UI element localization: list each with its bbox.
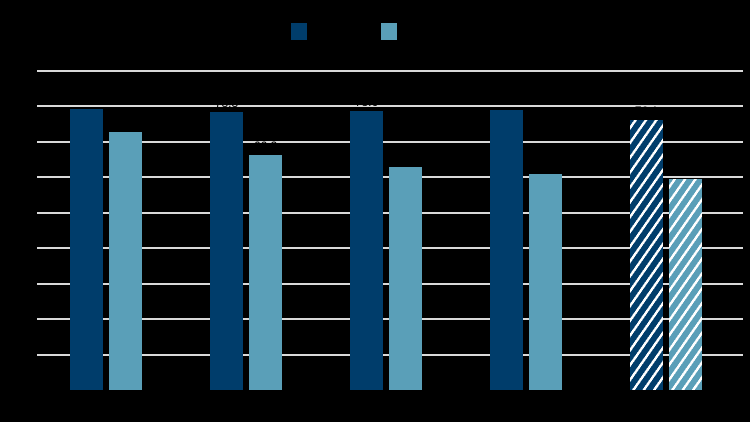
gridline [37,70,743,72]
chart-legend [0,23,750,40]
bar-value-label: 76.1 [634,104,659,119]
bar-value-label: 62.8 [393,151,418,166]
bar-series-2-cat-1 [109,132,142,390]
bar-value-label: 78.6 [354,95,379,110]
gridline [37,105,743,108]
bar-series-1-cat-4 [490,110,523,390]
bar-value-label: 60.8 [533,158,558,173]
legend-item-series-2 [381,23,405,40]
bar-series-1-cat-5 [630,120,663,390]
bar-value-label: 59.4 [673,163,698,178]
legend-item-series-1 [291,23,315,40]
bar-series-2-cat-5 [669,179,702,390]
bar-series-2-cat-3 [389,167,422,390]
bar-series-2-cat-4 [529,174,562,390]
bar-series-1-cat-1 [70,108,103,390]
gridline [37,140,743,143]
bar-value-label: 79.4 [74,92,99,107]
bar-value-label: 78.3 [214,96,239,111]
bar-series-1-cat-2 [210,112,243,390]
legend-swatch-series-2 [381,23,397,40]
bar-series-2-cat-2 [249,155,282,390]
legend-swatch-series-1 [291,23,307,40]
bar-value-label: 66.2 [253,139,278,154]
bar-value-label: 78.9 [494,94,519,109]
bar-value-label: 72.7 [113,116,138,131]
bar-series-1-cat-3 [350,111,383,390]
